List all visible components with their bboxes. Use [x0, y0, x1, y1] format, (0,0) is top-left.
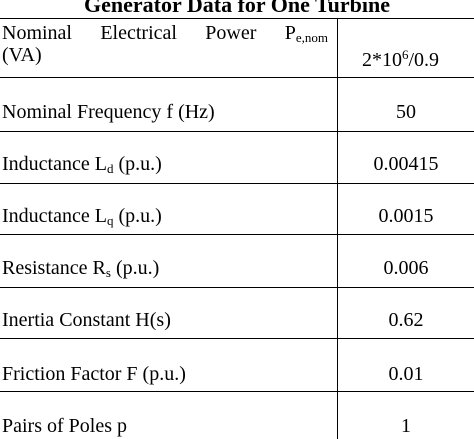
label-word: Nominal	[2, 22, 72, 44]
label-word: Power	[205, 22, 257, 44]
row-divider	[0, 77, 474, 78]
table-row-label: Inductance Lq (p.u.)	[2, 205, 162, 228]
row-divider	[0, 391, 474, 392]
row-divider	[0, 131, 474, 132]
table-row-value: 1	[401, 415, 411, 437]
table-title: Generator Data for One Turbine	[84, 0, 390, 17]
table-row-label: Nominal Frequency f (Hz)	[2, 101, 215, 123]
table-row-value: 0.006	[383, 257, 429, 279]
table-row-label: Nominal Electrical Power Pe,nom (VA)	[2, 22, 328, 66]
label-word: Electrical	[100, 22, 177, 44]
table-top-rule	[0, 18, 474, 19]
table-row-label: Resistance Rs (p.u.)	[2, 257, 160, 280]
row-divider	[0, 287, 474, 288]
table-row-value: 0.00415	[373, 153, 439, 175]
table-row-value: 0.0015	[378, 205, 434, 227]
table-row-label: Pairs of Poles p	[2, 415, 127, 437]
table-row-value: 0.01	[388, 363, 424, 385]
label-symbol: Pe,nom	[284, 22, 328, 45]
row-divider	[0, 234, 474, 235]
row-divider	[0, 183, 474, 184]
label-line: (VA)	[2, 44, 42, 66]
column-divider	[337, 18, 338, 439]
table-row-value: 50	[396, 101, 416, 123]
table-row-label: Inductance Ld (p.u.)	[2, 153, 162, 176]
table-row-label: Friction Factor F (p.u.)	[2, 363, 186, 385]
row-divider	[0, 338, 474, 339]
table-row-value: 0.62	[388, 309, 424, 331]
table-row-value: 2*106/0.9	[362, 47, 440, 71]
table-row-label: Inertia Constant H(s)	[2, 309, 171, 331]
